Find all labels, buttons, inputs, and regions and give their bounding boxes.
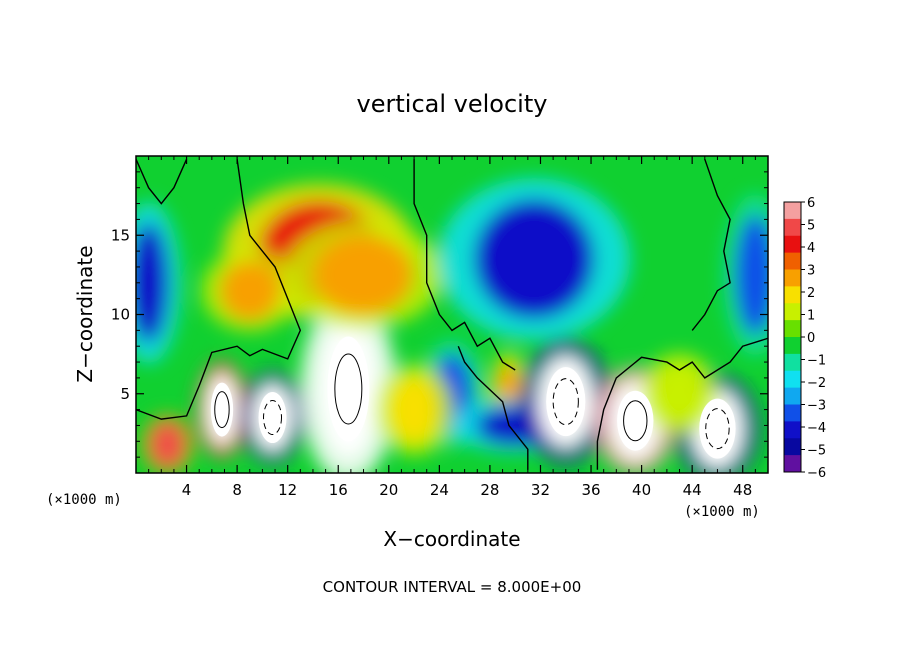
x-tick-label: 32: [531, 481, 550, 499]
feature-core: [210, 382, 234, 437]
x-tick-label: 48: [733, 481, 752, 499]
zero-contour: [596, 337, 768, 470]
colorbar-tick-label: 4: [807, 241, 815, 256]
colorbar-tick-label: −3: [807, 399, 826, 414]
contour-core: [263, 400, 283, 436]
colorbar-tick-label: −2: [807, 376, 826, 391]
colorbar-swatch: [784, 421, 801, 439]
contour-core: [334, 353, 363, 425]
colorbar-swatch: [784, 218, 801, 237]
x-tick-label: 44: [683, 481, 702, 499]
colorbar-tick-label: −1: [807, 354, 826, 369]
colorbar-tick-label: 6: [807, 196, 815, 211]
zero-contour: [457, 345, 529, 470]
colorbar-swatch: [784, 455, 801, 473]
zero-contour: [691, 158, 731, 331]
colorbar-swatch: [784, 404, 801, 422]
feature-core: [327, 336, 370, 442]
contour-core: [552, 378, 579, 426]
colorbar-tick-label: 3: [807, 264, 815, 279]
field-features: [136, 178, 768, 473]
zero-contour: [413, 159, 516, 371]
colorbar-tick-label: −4: [807, 421, 826, 436]
y-tick-label: 5: [120, 385, 130, 403]
feature-core: [258, 392, 287, 444]
colorbar-tick-label: 5: [807, 219, 815, 234]
contour-core: [623, 400, 648, 442]
feature-blob: [136, 222, 169, 343]
feature-core: [546, 367, 586, 437]
x-tick-label: 4: [182, 481, 192, 499]
colorbar-swatch: [784, 252, 801, 270]
x-unit-right: (×1000 m): [684, 504, 760, 520]
colorbar-swatch: [784, 202, 801, 220]
feature-blob: [219, 260, 280, 321]
contour-core: [214, 391, 230, 429]
colorbar-swatch: [784, 269, 801, 287]
x-tick-label: 28: [480, 481, 499, 499]
y-axis-ticks: 5 10 15: [111, 171, 768, 458]
chart-title: vertical velocity: [357, 90, 548, 118]
colorbar-tick-label: −5: [807, 444, 826, 459]
feature-blob: [151, 422, 184, 467]
colorbar-tick-label: 2: [807, 286, 815, 301]
feature-blob: [735, 214, 768, 335]
y-tick-label: 10: [111, 306, 130, 324]
x-tick-label: 16: [329, 481, 348, 499]
x-axis-label: X−coordinate: [383, 527, 520, 551]
x-unit-left: (×1000 m): [46, 492, 122, 508]
x-tick-label: 24: [430, 481, 449, 499]
x-axis-ticks: 4 8 12 16 20 24 28 32 36 40 44 48: [148, 156, 756, 499]
zero-contour: [136, 158, 188, 205]
feature-blob: [474, 199, 595, 320]
x-tick-label: 36: [581, 481, 600, 499]
x-tick-label: 20: [379, 481, 398, 499]
colorbar-swatch: [784, 235, 801, 254]
colorbar-swatch: [784, 286, 801, 304]
colorbar-swatch: [784, 438, 801, 456]
y-axis-label: Z−coordinate: [73, 245, 97, 382]
colorbar-swatch: [784, 337, 801, 355]
colorbar-tick-label: 0: [807, 331, 815, 346]
x-tick-label: 8: [232, 481, 242, 499]
zero-contour: [136, 159, 302, 420]
x-tick-label: 12: [278, 481, 297, 499]
colorbar-swatch: [784, 303, 801, 321]
contour-lines: [136, 158, 768, 470]
feature-core: [699, 398, 736, 459]
colorbar-swatch: [784, 387, 801, 405]
feature-blob: [655, 363, 704, 424]
colorbar-swatch: [784, 353, 801, 372]
colorbar-swatch: [784, 370, 801, 389]
colorbar-swatch: [784, 320, 801, 338]
colorbar-tick-label: −6: [807, 466, 826, 481]
contour-core: [705, 408, 730, 450]
feature-core: [617, 390, 654, 451]
feature-blob: [390, 375, 439, 444]
contour-interval-note: CONTOUR INTERVAL = 8.000E+00: [323, 578, 582, 596]
feature-blob: [313, 234, 414, 315]
x-tick-label: 40: [632, 481, 651, 499]
y-tick-label: 15: [111, 226, 130, 244]
colorbar-tick-label: 1: [807, 309, 815, 324]
colorbar: 6 5 4 3 2 1 0 −1 −2 −3 −4 −5 −6: [783, 196, 826, 481]
